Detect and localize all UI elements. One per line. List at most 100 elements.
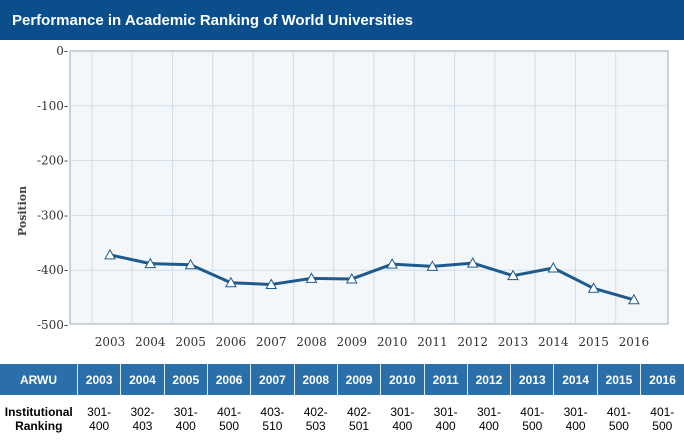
ranking-line-2: 400 [392, 419, 413, 433]
x-tick-label-2004: 2004 [135, 335, 166, 349]
x-tick-label-2016: 2016 [619, 335, 650, 349]
y-tick-label: -500- [37, 318, 68, 332]
ranking-line-1: 402- [303, 405, 328, 419]
x-tick-label-2008: 2008 [296, 335, 327, 349]
table-year-2007: 2007 [250, 364, 295, 395]
y-axis-label: Position [16, 186, 29, 236]
data-point-2014 [547, 261, 560, 273]
y-tick-label: -400- [37, 263, 68, 277]
x-tick-label-2010: 2010 [377, 335, 408, 349]
data-markers [104, 248, 640, 305]
data-point-2010 [386, 258, 398, 269]
x-axis-ticks: 2003 2004 2005 2006 2007 2008 2009 2010 2011 2012… [95, 335, 649, 349]
table-year-2013: 2013 [510, 364, 554, 395]
ranking-line-1: 301- [476, 405, 501, 419]
y-tick-label: -200- [37, 154, 68, 168]
horizontal-grid [70, 105, 668, 271]
ranking-line-2: 500 [652, 419, 673, 433]
y-axis-ticks: 0- -100- -200- -300- -400- -500- [37, 44, 68, 332]
table-ranking-2012: 301- 400 [467, 402, 510, 436]
ranking-line-2: 501 [349, 419, 370, 433]
table-ranking-row: Institutional Ranking 301- 400 302- 403 301-… [0, 402, 684, 436]
table-year-2006: 2006 [206, 364, 251, 395]
data-point-2008 [305, 272, 318, 283]
y-tick-label: -300- [37, 208, 68, 222]
ranking-line-2: 403 [132, 419, 153, 433]
table-ranking-2013: 401- 500 [511, 402, 554, 436]
ranking-line-2: 400 [175, 419, 196, 433]
table-ranking-2014: 301- 400 [554, 402, 597, 436]
data-point-2015 [587, 282, 600, 293]
ranking-line-2: 400 [435, 419, 456, 433]
ranking-line-2: 510 [262, 419, 283, 433]
table-ranking-2005: 301- 400 [164, 402, 207, 436]
plot-background [69, 50, 669, 325]
table-ranking-2016: 401- 500 [641, 402, 684, 436]
x-tick-label-2015: 2015 [578, 335, 609, 349]
data-point-2003 [104, 248, 116, 260]
ranking-line-2: 400 [478, 419, 499, 433]
x-tick-label-2014: 2014 [538, 335, 569, 349]
chart-header: Performance in Academic Ranking of World… [0, 0, 684, 40]
ranking-line-2: 500 [219, 419, 240, 433]
ranking-line-1: 402- [347, 405, 372, 419]
table-ranking-2011: 301- 400 [424, 402, 467, 436]
ranking-table: ARWU 2003 2004 2005 2006 2007 2008 2009 2010 201… [0, 364, 684, 436]
y-tick-label: 0- [56, 44, 68, 58]
series-line [109, 253, 635, 302]
x-tick-label-2011: 2011 [417, 335, 448, 349]
data-point-2011 [426, 260, 439, 271]
table-year-2012: 2012 [466, 364, 511, 395]
table-ranking-2010: 301- 400 [381, 402, 424, 436]
data-point-2005 [184, 258, 197, 270]
x-tick-label-2007: 2007 [256, 335, 287, 349]
ranking-line-1: 401- [520, 405, 545, 419]
ranking-line-1: 301- [390, 405, 415, 419]
y-tick-label: -100- [37, 99, 68, 113]
table-ranking-2004: 302- 403 [121, 402, 164, 436]
table-ranking-2007: 403- 510 [251, 402, 294, 436]
row-label-line-2: Ranking [15, 419, 63, 433]
ranking-line-chart: 0- -100- -200- -300- -400- -500- 2003 2004 2005… [16, 44, 669, 349]
table-year-2008: 2008 [293, 364, 338, 395]
ranking-line-2: 400 [89, 419, 110, 433]
table-year-2010: 2010 [380, 364, 424, 395]
table-ranking-2009: 402- 501 [337, 402, 380, 436]
row-label-line-1: Institutional [4, 405, 73, 419]
table-ranking-2015: 401- 500 [597, 402, 640, 436]
table-year-2004: 2004 [120, 364, 165, 395]
data-point-2006 [225, 276, 237, 288]
table-header-row: ARWU 2003 2004 2005 2006 2007 2008 2009 2010 201… [0, 364, 684, 395]
ranking-line-1: 401- [650, 405, 675, 419]
table-year-2016: 2016 [640, 364, 684, 395]
x-tick-label-2012: 2012 [457, 335, 488, 349]
ranking-line-2: 503 [305, 419, 326, 433]
ranking-line-2: 500 [608, 419, 629, 433]
ranking-line-1: 301- [433, 405, 458, 419]
table-year-2005: 2005 [163, 364, 208, 395]
table-year-2014: 2014 [553, 364, 598, 395]
chart-title: Performance in Academic Ranking of World… [12, 12, 413, 29]
data-point-2007 [265, 278, 278, 289]
data-point-2016 [628, 293, 640, 305]
x-tick-label-2006: 2006 [216, 335, 247, 349]
data-point-2009 [345, 272, 358, 284]
ranking-line-2: 500 [522, 419, 543, 433]
data-point-2013 [507, 269, 519, 281]
table-year-2011: 2011 [423, 364, 468, 395]
table-row-label: Institutional Ranking [0, 402, 78, 436]
ranking-line-1: 301- [563, 405, 588, 419]
table-ranking-2008: 402- 503 [294, 402, 337, 436]
table-year-2009: 2009 [336, 364, 381, 395]
table-header-label: ARWU [0, 364, 78, 395]
table-ranking-2003: 301- 400 [78, 402, 121, 436]
ranking-line-2: 400 [565, 419, 586, 433]
table-ranking-2006: 401- 500 [207, 402, 250, 436]
data-point-2004 [144, 257, 157, 269]
ranking-line-1: 301- [87, 405, 112, 419]
x-tick-label-2009: 2009 [337, 335, 368, 349]
ranking-line-1: 403- [260, 405, 285, 419]
ranking-line-1: 401- [217, 405, 242, 419]
ranking-line-1: 302- [130, 405, 155, 419]
data-point-2012 [466, 257, 479, 268]
